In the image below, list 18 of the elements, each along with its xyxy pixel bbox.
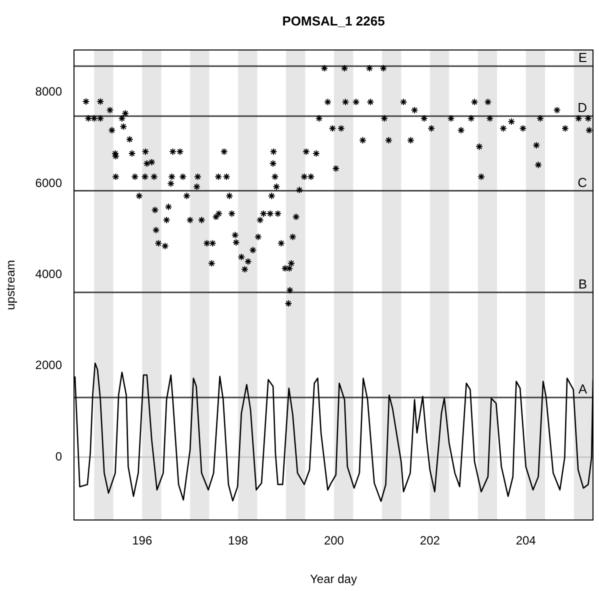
x-tick-label: 204 [516,534,536,548]
ref-line-label: C [578,174,587,190]
chart-title: POMSAL_1 2265 [282,14,385,29]
x-tick-label: 202 [420,534,440,548]
y-axis-title: upstream [4,260,18,310]
y-tick-label: 8000 [35,84,62,99]
y-tick-label: 4000 [35,267,62,282]
y-tick-label: 6000 [35,176,62,190]
y-tick-label: 2000 [35,358,62,372]
x-tick-label: 200 [324,534,344,548]
x-tick-label: 196 [132,534,152,548]
ref-line-label: A [578,382,588,397]
ref-line-label: D [578,100,587,116]
y-tick-label: 0 [55,449,62,464]
ref-line-label: E [578,50,588,66]
x-axis-title: Year day [310,572,357,586]
x-tick-label: 198 [228,534,248,548]
ref-line-label: B [578,276,587,292]
